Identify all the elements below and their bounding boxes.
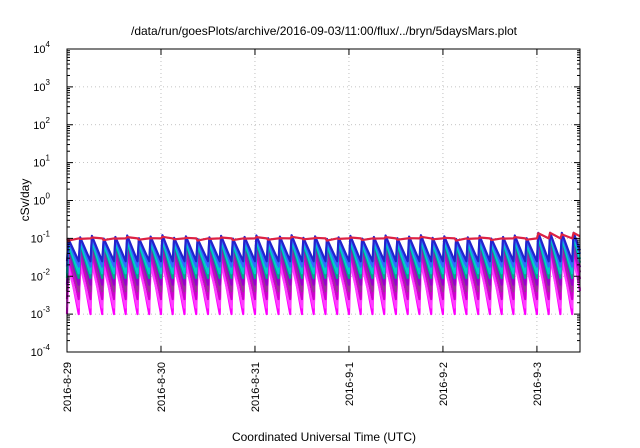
x-tick-label: 2016-9-2 (438, 362, 450, 406)
x-tick-label: 2016-8-31 (250, 362, 262, 412)
chart-title: /data/run/goesPlots/archive/2016-09-03/1… (131, 24, 518, 38)
x-tick-label: 2016-9-1 (344, 362, 356, 406)
x-tick-label: 2016-8-29 (62, 362, 74, 412)
y-tick-labels: 10-4 10-3 10-2 10-1 100 101 102 103 104 (31, 40, 51, 359)
y-tick-label: 103 (33, 78, 50, 94)
series-group (65, 231, 582, 316)
y-tick-label: 10-1 (31, 229, 51, 245)
x-tick-label: 2016-9-3 (532, 362, 544, 406)
y-tick-label: 10-3 (31, 305, 51, 321)
series-line (65, 231, 582, 263)
y-tick-label: 104 (33, 40, 50, 56)
y-tick-label: 10-4 (31, 343, 51, 359)
ticks (66, 48, 580, 353)
y-tick-label: 10-2 (31, 267, 51, 283)
y-tick-label: 101 (33, 154, 50, 170)
x-axis-label: Coordinated Universal Time (UTC) (232, 430, 416, 444)
y-tick-label: 100 (33, 192, 50, 208)
y-tick-label: 102 (33, 116, 50, 132)
x-tick-label: 2016-8-30 (156, 362, 168, 412)
y-axis-label: cSv/day (18, 179, 32, 222)
x-tick-labels: 2016-8-29 2016-8-30 2016-8-31 2016-9-1 2016-… (62, 362, 544, 412)
series-line (66, 231, 581, 242)
